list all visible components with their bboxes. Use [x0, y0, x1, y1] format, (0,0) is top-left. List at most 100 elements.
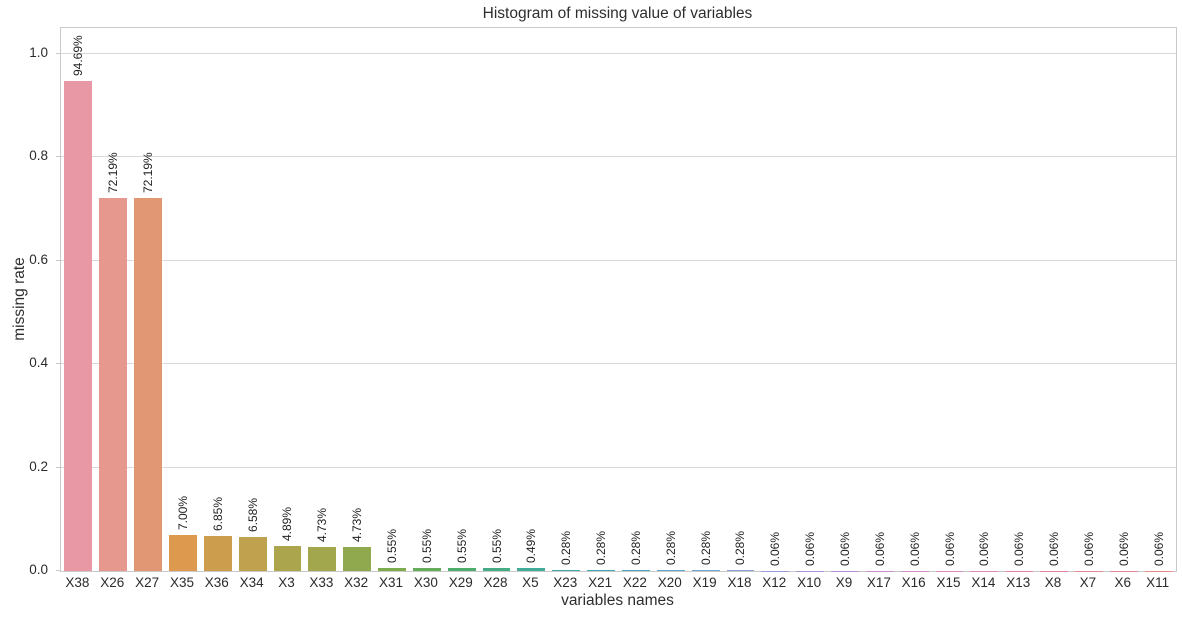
bar [343, 546, 372, 571]
y-tick-label: 1.0 [29, 44, 48, 60]
y-tick-label: 0.0 [29, 562, 48, 577]
x-tick-label: X6 [1114, 575, 1131, 590]
bar-value-label: 72.19% [106, 151, 121, 193]
bar-value-label: 0.55% [419, 529, 434, 564]
x-tick-label: X23 [553, 575, 578, 590]
y-tick-label: 0.6 [29, 251, 48, 267]
gridline [61, 259, 1176, 261]
x-tick-label: X12 [762, 575, 787, 590]
bar-value-label: 0.06% [1012, 531, 1027, 566]
bar [378, 568, 406, 571]
x-tick-label: X20 [657, 575, 682, 590]
bar-value-label: 72.19% [141, 151, 156, 193]
bar [726, 569, 755, 571]
y-tick-mark [56, 52, 60, 54]
bar-value-label: 0.06% [837, 531, 852, 566]
x-tick-label: X33 [309, 575, 334, 590]
y-tick-mark [56, 259, 60, 261]
x-tick-label: X30 [413, 575, 438, 590]
bar [64, 81, 93, 571]
bar-value-label: 4.73% [350, 507, 365, 542]
bar [656, 569, 685, 571]
bar-value-label: 0.06% [977, 531, 992, 566]
y-tick-mark [56, 570, 60, 571]
x-tick-label: X7 [1079, 575, 1097, 590]
bar [621, 569, 650, 571]
x-tick-label: X9 [835, 575, 853, 590]
x-tick-label: X19 [692, 575, 717, 590]
y-tick-mark [56, 363, 60, 365]
bar-value-label: 0.55% [454, 529, 469, 564]
y-axis-title: missing rate [11, 257, 28, 341]
bar-value-label: 0.28% [663, 530, 678, 565]
gridline [61, 52, 1176, 54]
x-tick-label: X13 [1006, 575, 1031, 590]
x-tick-label: X14 [971, 575, 996, 590]
x-tick-label: X11 [1146, 575, 1170, 590]
bar-value-label: 0.28% [559, 530, 574, 565]
x-tick-label: X32 [344, 575, 369, 590]
x-tick-label: X31 [379, 575, 404, 590]
x-tick-label: X36 [204, 575, 229, 590]
bar-value-label: 0.28% [698, 530, 713, 565]
x-tick-label: X35 [169, 575, 194, 590]
bar-value-label: 0.28% [628, 530, 643, 565]
x-tick-label: X28 [483, 575, 508, 590]
bar-value-label: 0.06% [1081, 531, 1096, 566]
gridline [61, 363, 1176, 365]
bar-value-label: 0.06% [907, 531, 922, 566]
y-tick-label: 0.2 [29, 458, 48, 474]
bar-value-label: 4.89% [280, 506, 295, 541]
bar [273, 545, 302, 571]
x-axis-title: variables names [561, 592, 674, 609]
y-tick-mark [56, 156, 60, 158]
bar-value-label: 0.06% [768, 531, 783, 566]
bar [412, 568, 441, 571]
bar-value-label: 0.49% [524, 529, 539, 564]
bar [134, 197, 163, 571]
bar-value-label: 0.55% [385, 529, 400, 564]
bar-value-label: 0.06% [1116, 531, 1131, 566]
x-tick-label: X21 [588, 575, 613, 590]
bar [169, 534, 197, 571]
bar-value-label: 6.58% [245, 497, 260, 532]
bar [203, 535, 232, 571]
plot-area: 94.69% 72.19% 72.19% 7.00% 6.85% 6.58% 4.89% 4.… [60, 27, 1177, 572]
bar-value-label: 0.06% [942, 531, 957, 566]
x-tick-label: X22 [622, 575, 647, 590]
bar [482, 568, 511, 571]
bar-value-label: 6.85% [210, 496, 225, 531]
gridline [61, 156, 1176, 158]
bar [99, 197, 128, 571]
x-tick-label: X15 [936, 575, 961, 590]
bar-value-label: 0.06% [803, 531, 818, 566]
bar-value-label: 0.06% [872, 531, 887, 566]
x-tick-label: X29 [448, 575, 473, 590]
bar-value-label: 7.00% [175, 495, 190, 530]
y-tick-label: 0.4 [29, 355, 48, 371]
x-tick-label: X5 [522, 575, 539, 590]
bar-value-label: 0.06% [1047, 531, 1062, 566]
y-tick-label: 0.8 [29, 148, 48, 164]
x-tick-label: X26 [100, 575, 125, 590]
bar [691, 569, 720, 571]
bar [238, 536, 267, 571]
x-tick-label: X17 [866, 575, 891, 590]
bar [447, 568, 476, 571]
bar [517, 568, 546, 571]
bar-value-label: 4.73% [315, 507, 330, 542]
y-tick-mark [56, 466, 60, 468]
x-tick-label: X18 [727, 575, 752, 590]
x-tick-label: X34 [239, 575, 264, 590]
bar [552, 569, 581, 571]
bar [587, 569, 616, 571]
x-tick-label: X3 [278, 575, 295, 590]
bar-value-label: 94.69% [71, 35, 86, 77]
chart-title: Histogram of missing value of variables [482, 5, 753, 22]
bar-value-label: 0.28% [733, 530, 748, 565]
bar-value-label: 0.06% [1151, 531, 1166, 566]
x-tick-label: X8 [1044, 575, 1062, 590]
x-tick-label: X27 [135, 575, 160, 590]
x-tick-label: X38 [65, 575, 90, 590]
